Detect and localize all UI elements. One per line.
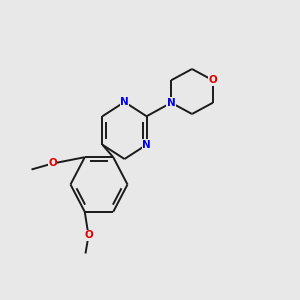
Text: N: N <box>120 97 129 107</box>
Text: O: O <box>48 158 57 169</box>
Text: N: N <box>167 98 176 108</box>
Text: O: O <box>208 75 217 85</box>
Text: O: O <box>84 230 93 241</box>
Text: N: N <box>142 140 151 150</box>
